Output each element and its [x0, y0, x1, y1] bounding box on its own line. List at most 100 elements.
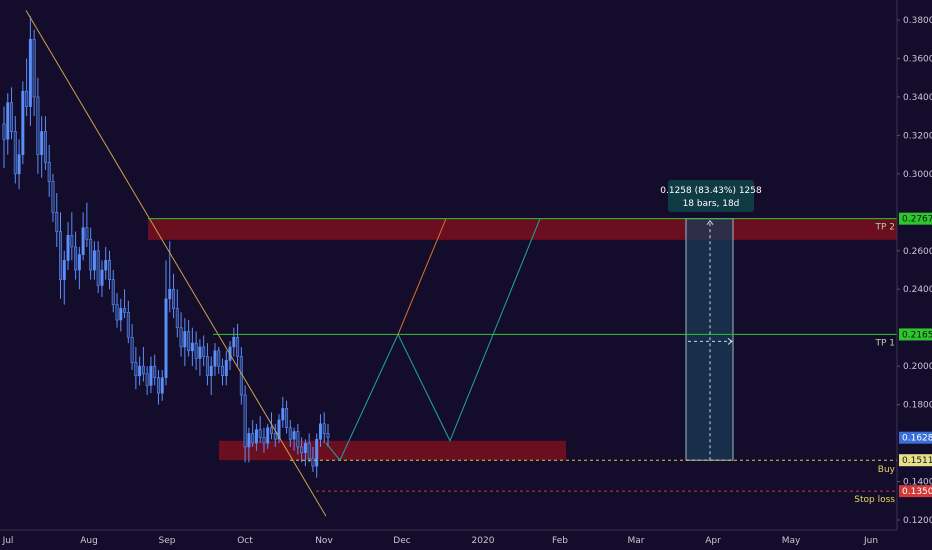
y-tick-label: 0.3800 [903, 16, 932, 26]
candle [104, 260, 108, 271]
x-tick-label: 2020 [472, 536, 495, 546]
candle [13, 131, 17, 175]
tp1-price-tag: 0.2165 [902, 330, 932, 340]
candle [138, 365, 142, 377]
candle [262, 437, 266, 444]
candle [175, 308, 179, 329]
candle [172, 288, 176, 309]
stop-loss-price-tag: 0.1350 [902, 487, 932, 497]
x-tick-label: Oct [237, 536, 253, 546]
candle [273, 433, 277, 440]
trendline[interactable] [25, 10, 327, 517]
candle [296, 431, 300, 448]
candle [307, 442, 311, 459]
x-tick-label: Dec [393, 536, 410, 546]
candle [156, 377, 160, 394]
buy-label: Buy [878, 465, 896, 475]
measure-arrow-head [727, 338, 733, 345]
candle [326, 433, 330, 438]
candle [115, 304, 119, 321]
y-tick-label: 0.2600 [903, 247, 932, 257]
candle [311, 458, 315, 467]
candle [288, 427, 292, 440]
candle [202, 346, 206, 357]
measure-tooltip-line2: 18 bars, 18d [683, 199, 740, 209]
candle [119, 308, 123, 321]
x-tick-label: Nov [315, 536, 333, 546]
candle [62, 260, 66, 280]
support-zone[interactable] [219, 440, 566, 461]
current-price-tag: 0.1628 [902, 434, 932, 444]
candle [285, 408, 289, 428]
candle [164, 298, 168, 378]
x-tick-label: Feb [552, 536, 568, 546]
candle [254, 429, 258, 444]
x-tick-label: Aug [80, 536, 98, 546]
alt-projection-path[interactable] [397, 218, 447, 335]
candle [281, 408, 285, 421]
y-tick-label: 0.3400 [903, 93, 932, 103]
x-tick-label: Mar [628, 536, 645, 546]
candle [111, 279, 115, 305]
candle [190, 342, 194, 352]
x-tick-label: Jul [2, 536, 14, 546]
candle [269, 427, 273, 434]
x-tick-label: Apr [705, 536, 721, 546]
candle [198, 346, 202, 359]
candle [126, 312, 130, 338]
candle [179, 327, 183, 348]
candle [141, 365, 145, 375]
candle [187, 331, 191, 352]
candle [6, 102, 10, 140]
candle [194, 342, 198, 359]
candle [81, 227, 85, 255]
measure-tooltip-box [668, 180, 754, 212]
resistance-zone[interactable] [148, 218, 897, 240]
candle [100, 269, 104, 286]
candle [183, 331, 187, 348]
y-tick-label: 0.1200 [903, 516, 932, 526]
candle [160, 377, 164, 394]
candle [303, 442, 307, 453]
candle [221, 365, 225, 377]
y-tick-label: 0.1800 [903, 401, 932, 411]
y-tick-label: 0.2000 [903, 362, 932, 372]
candle [36, 96, 40, 155]
y-tick-label: 0.2400 [903, 285, 932, 295]
x-tick-label: Jun [863, 536, 878, 546]
buy-price-tag: 0.1511 [902, 456, 932, 466]
candle [224, 360, 228, 377]
candle [145, 373, 149, 386]
candle [96, 250, 100, 286]
candle [205, 356, 209, 377]
candle [251, 433, 255, 444]
candle [258, 429, 262, 438]
candle [236, 337, 240, 357]
candle [32, 38, 36, 98]
candle [243, 394, 247, 448]
candle [149, 365, 153, 386]
y-tick-label: 0.3600 [903, 54, 932, 64]
candle [315, 438, 319, 467]
tp2-price-tag: 0.2767 [902, 215, 932, 225]
candle [130, 337, 134, 363]
candle [318, 423, 322, 440]
y-tick-label: 0.3000 [903, 170, 932, 180]
candle [92, 250, 96, 271]
candle [2, 123, 6, 140]
candle [292, 431, 296, 440]
candle [40, 131, 44, 155]
candle [247, 433, 251, 448]
candle [28, 38, 32, 107]
stop-loss-label: Stop loss [854, 495, 895, 505]
candle [17, 154, 21, 175]
candle [10, 102, 14, 132]
measure-arrow-head [706, 219, 714, 225]
measure-tooltip: 0.1258 (83.43%) 1258 18 bars, 18d [660, 180, 762, 212]
candle [47, 162, 51, 182]
measure-tooltip-line1: 0.1258 (83.43%) 1258 [660, 186, 762, 196]
candle [213, 350, 217, 367]
